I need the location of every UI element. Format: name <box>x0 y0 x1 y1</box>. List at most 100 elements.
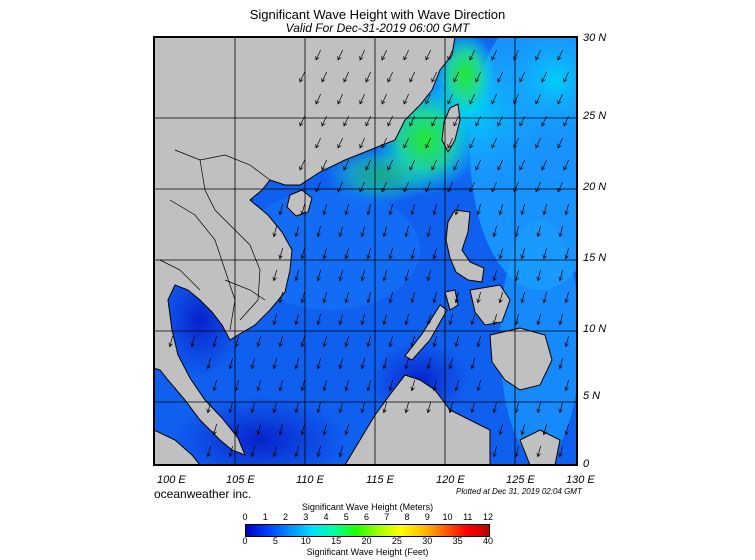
wave-arrow <box>470 401 475 414</box>
wave-arrow <box>212 423 217 436</box>
wave-arrow <box>300 291 305 304</box>
lon-label: 115 E <box>366 474 394 486</box>
wave-arrow <box>557 181 563 193</box>
wave-arrow <box>388 291 393 304</box>
colorbar-tick-label: 10 <box>442 512 453 522</box>
wave-arrow <box>425 49 431 61</box>
lat-label: 25 N <box>583 110 607 122</box>
wave-arrow <box>212 379 217 392</box>
wave-arrow <box>343 71 349 83</box>
wave-arrow <box>475 115 481 127</box>
wave-arrow <box>409 115 415 127</box>
wave-arrow <box>250 401 255 414</box>
wave-arrow <box>514 269 519 282</box>
wave-arrow <box>338 225 343 238</box>
wave-arrow <box>228 445 233 458</box>
wave-arrow <box>228 357 233 370</box>
colorbar-tick-label: 9 <box>424 512 430 522</box>
wave-arrow <box>322 379 327 392</box>
colorbar <box>245 524 490 537</box>
wave-arrow <box>278 335 283 348</box>
wave-arrow <box>492 313 497 326</box>
wave-arrow <box>343 159 349 171</box>
wave-arrow <box>322 335 327 348</box>
wave-arrow <box>272 445 277 458</box>
wave-arrow <box>278 203 283 216</box>
wave-arrow <box>491 137 497 149</box>
wave-arrow <box>278 423 283 436</box>
wave-arrow <box>360 357 365 370</box>
wave-arrow <box>563 159 569 171</box>
wave-arrow <box>366 247 371 260</box>
lon-label: 125 E <box>506 474 535 486</box>
wave-arrow <box>470 357 475 370</box>
wave-arrow <box>338 357 343 370</box>
wave-arrow <box>497 71 503 83</box>
wave-arrow <box>272 357 277 370</box>
wave-arrow <box>366 335 371 348</box>
wave-arrow <box>447 93 453 105</box>
wave-arrow <box>403 181 409 193</box>
wave-arrow <box>492 269 497 282</box>
wave-arrow <box>542 291 547 304</box>
wave-arrow <box>563 115 569 127</box>
lon-label: 120 E <box>436 474 465 486</box>
wave-arrow <box>426 357 431 370</box>
wave-arrow <box>315 181 321 193</box>
wave-arrow <box>212 335 217 348</box>
wave-arrow <box>557 137 563 149</box>
wave-arrow <box>366 291 371 304</box>
wave-arrow <box>513 181 519 193</box>
wave-arrow <box>536 269 541 282</box>
wave-arrow <box>206 445 211 458</box>
wave-arrow <box>316 225 321 238</box>
wave-arrow <box>168 335 173 348</box>
wave-arrow <box>343 115 349 127</box>
wave-arrow <box>359 137 365 149</box>
wave-arrow <box>300 379 305 392</box>
wave-arrow <box>498 247 503 260</box>
map-subtitle: Valid For Dec-31-2019 06:00 GMT <box>285 21 470 35</box>
wave-arrow <box>536 313 541 326</box>
wave-arrow <box>360 313 365 326</box>
wave-arrow <box>475 71 481 83</box>
wave-arrow <box>425 137 431 149</box>
wave-arrow <box>272 269 277 282</box>
wave-arrow <box>497 115 503 127</box>
wave-arrow <box>564 423 569 436</box>
wave-arrow <box>454 335 459 348</box>
wave-arrow <box>520 291 525 304</box>
wave-arrow <box>469 181 475 193</box>
wave-arrow <box>294 225 299 238</box>
colorbar-tick-label: 6 <box>363 512 370 522</box>
wave-arrow <box>491 181 497 193</box>
country-borders <box>159 149 271 331</box>
wave-arrow <box>404 357 409 370</box>
wave-arrow <box>403 49 409 61</box>
wave-arrow <box>558 313 563 326</box>
wave-arrow <box>404 313 409 326</box>
wave-arrow <box>535 93 541 105</box>
wave-arrow <box>497 159 503 171</box>
wave-arrow <box>382 313 387 326</box>
wave-arrow <box>256 335 261 348</box>
wave-arrow <box>321 159 327 171</box>
wave-arrow <box>409 71 415 83</box>
wave-arrow <box>338 313 343 326</box>
wave-arrow <box>234 423 239 436</box>
wave-arrow <box>234 379 239 392</box>
wave-arrow <box>404 401 409 414</box>
wave-arrow <box>404 225 409 238</box>
wave-arrow <box>344 203 349 216</box>
colorbar-tick-label: 25 <box>391 536 402 546</box>
wave-arrow <box>454 379 459 392</box>
colorbar-tick-label: 3 <box>303 512 309 522</box>
wave-arrow <box>321 115 327 127</box>
wave-arrow <box>316 269 321 282</box>
wave-arrow <box>491 93 497 105</box>
colorbar-tick-label: 20 <box>361 536 372 546</box>
wave-arrow <box>381 49 387 61</box>
wave-arrow <box>536 401 541 414</box>
wave-arrow <box>564 291 569 304</box>
wave-arrow <box>315 49 321 61</box>
